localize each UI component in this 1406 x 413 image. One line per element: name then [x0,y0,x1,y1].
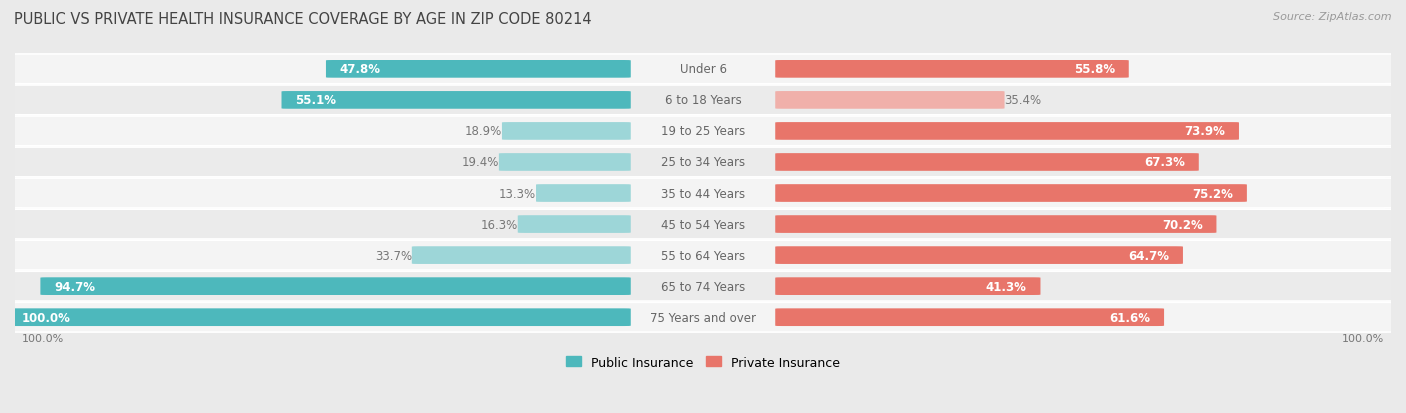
FancyBboxPatch shape [775,278,1040,295]
FancyBboxPatch shape [8,272,1398,301]
FancyBboxPatch shape [41,278,631,295]
FancyBboxPatch shape [8,210,1398,240]
Text: PUBLIC VS PRIVATE HEALTH INSURANCE COVERAGE BY AGE IN ZIP CODE 80214: PUBLIC VS PRIVATE HEALTH INSURANCE COVER… [14,12,592,27]
Text: Under 6: Under 6 [679,63,727,76]
Text: 94.7%: 94.7% [55,280,96,293]
Text: 65 to 74 Years: 65 to 74 Years [661,280,745,293]
Text: 100.0%: 100.0% [22,333,65,343]
Text: 35.4%: 35.4% [1004,94,1042,107]
Text: 67.3%: 67.3% [1144,156,1185,169]
FancyBboxPatch shape [8,179,1398,209]
FancyBboxPatch shape [281,92,631,109]
Text: 35 to 44 Years: 35 to 44 Years [661,187,745,200]
Text: 19 to 25 Years: 19 to 25 Years [661,125,745,138]
FancyBboxPatch shape [8,86,1398,116]
Text: 73.9%: 73.9% [1184,125,1225,138]
FancyBboxPatch shape [775,61,1129,78]
Text: 47.8%: 47.8% [340,63,381,76]
FancyBboxPatch shape [499,154,631,171]
FancyBboxPatch shape [775,247,1182,264]
Text: 41.3%: 41.3% [986,280,1026,293]
Text: 16.3%: 16.3% [481,218,517,231]
Text: 13.3%: 13.3% [499,187,536,200]
Text: 55.8%: 55.8% [1074,63,1115,76]
Text: 100.0%: 100.0% [22,311,70,324]
Legend: Public Insurance, Private Insurance: Public Insurance, Private Insurance [561,351,845,374]
FancyBboxPatch shape [8,55,1398,85]
FancyBboxPatch shape [775,92,1004,109]
Text: Source: ZipAtlas.com: Source: ZipAtlas.com [1274,12,1392,22]
Text: 55 to 64 Years: 55 to 64 Years [661,249,745,262]
FancyBboxPatch shape [8,241,1398,271]
FancyBboxPatch shape [517,216,631,233]
FancyBboxPatch shape [775,123,1239,140]
Text: 25 to 34 Years: 25 to 34 Years [661,156,745,169]
Text: 75.2%: 75.2% [1192,187,1233,200]
FancyBboxPatch shape [8,117,1398,147]
FancyBboxPatch shape [775,185,1247,202]
Text: 55.1%: 55.1% [295,94,336,107]
Text: 64.7%: 64.7% [1128,249,1170,262]
FancyBboxPatch shape [536,185,631,202]
Text: 45 to 54 Years: 45 to 54 Years [661,218,745,231]
FancyBboxPatch shape [775,216,1216,233]
FancyBboxPatch shape [412,247,631,264]
Text: 100.0%: 100.0% [1341,333,1384,343]
Text: 18.9%: 18.9% [464,125,502,138]
Text: 75 Years and over: 75 Years and over [650,311,756,324]
Text: 70.2%: 70.2% [1161,218,1202,231]
Text: 61.6%: 61.6% [1109,311,1150,324]
Text: 6 to 18 Years: 6 to 18 Years [665,94,741,107]
FancyBboxPatch shape [326,61,631,78]
FancyBboxPatch shape [8,309,631,326]
FancyBboxPatch shape [775,309,1164,326]
FancyBboxPatch shape [8,303,1398,332]
FancyBboxPatch shape [8,148,1398,178]
Text: 33.7%: 33.7% [374,249,412,262]
Text: 19.4%: 19.4% [461,156,499,169]
FancyBboxPatch shape [775,154,1199,171]
FancyBboxPatch shape [502,123,631,140]
